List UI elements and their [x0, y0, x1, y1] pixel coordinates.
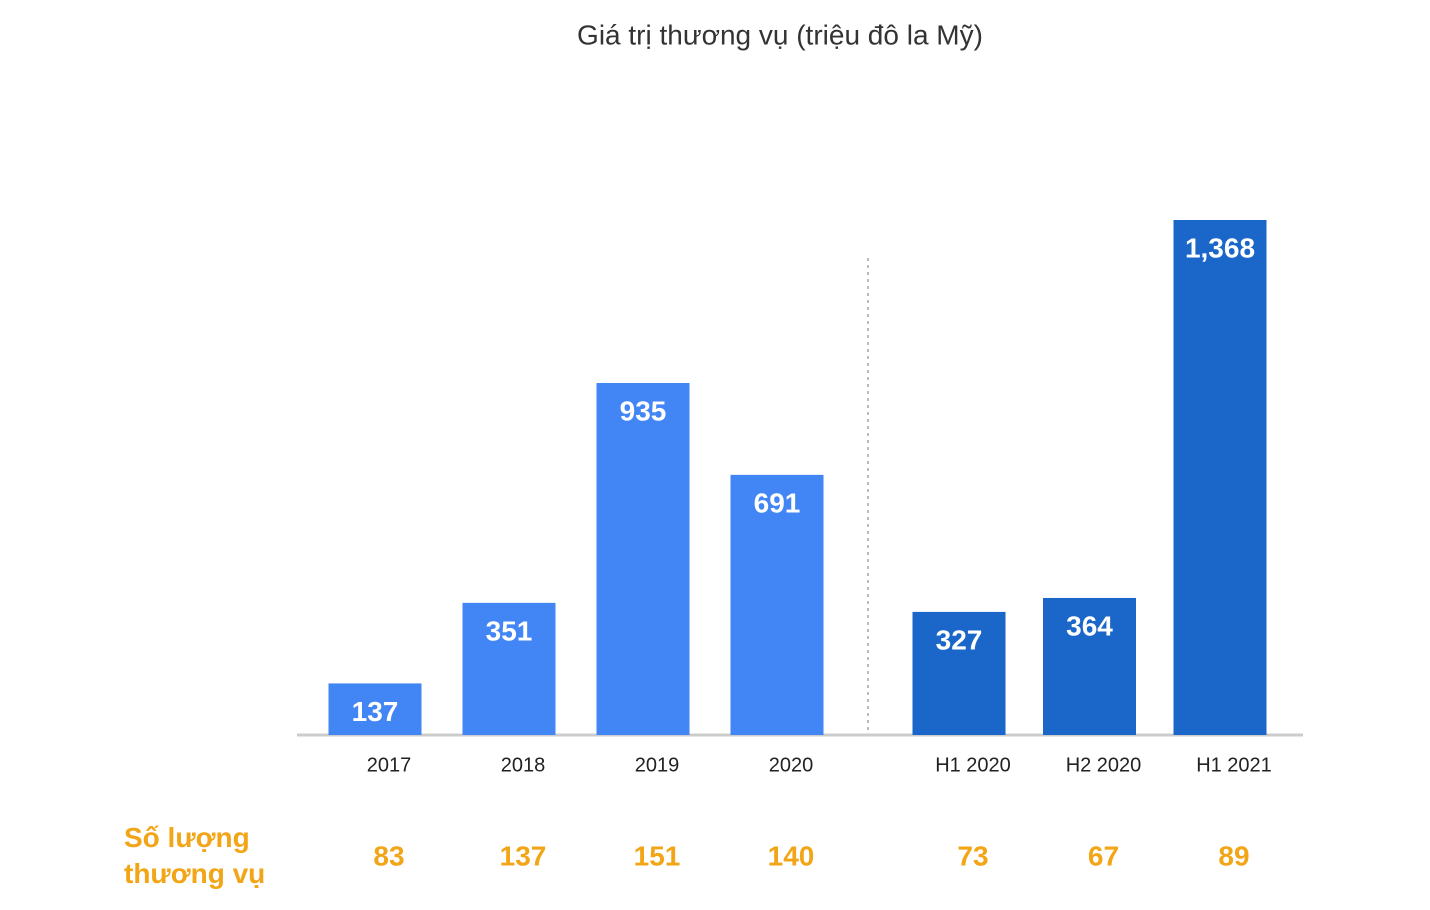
chart-title: Giá trị thương vụ (triệu đô la Mỹ) [577, 19, 983, 50]
value-label: 691 [754, 487, 801, 518]
deal-count: 67 [1088, 840, 1119, 871]
value-label: 351 [486, 615, 533, 646]
x-tick-label: H2 2020 [1066, 754, 1142, 776]
bar [912, 611, 1006, 735]
deal-count: 89 [1218, 840, 1249, 871]
x-tick-label: 2020 [769, 754, 814, 776]
x-tick-label: H1 2020 [935, 754, 1011, 776]
bar [462, 602, 556, 735]
value-label: 364 [1066, 610, 1113, 641]
bar [730, 474, 824, 735]
bar [1173, 220, 1267, 735]
deal-count: 83 [373, 840, 404, 871]
bar [596, 383, 690, 735]
deal-count: 140 [768, 840, 815, 871]
deal-count: 137 [500, 840, 547, 871]
value-label: 137 [352, 696, 399, 727]
x-tick-label: 2018 [501, 754, 546, 776]
x-tick-label: H1 2021 [1196, 754, 1272, 776]
value-label: 935 [620, 395, 667, 426]
value-label: 327 [936, 624, 983, 655]
x-tick-label: 2017 [367, 754, 412, 776]
bar [1043, 597, 1136, 735]
value-label: 1,368 [1185, 232, 1255, 263]
deal-count: 151 [634, 840, 681, 871]
deal-count-label: Số lượng thương vụ [124, 822, 266, 889]
deal-count: 73 [957, 840, 988, 871]
x-tick-label: 2019 [635, 754, 680, 776]
bar [328, 683, 422, 735]
